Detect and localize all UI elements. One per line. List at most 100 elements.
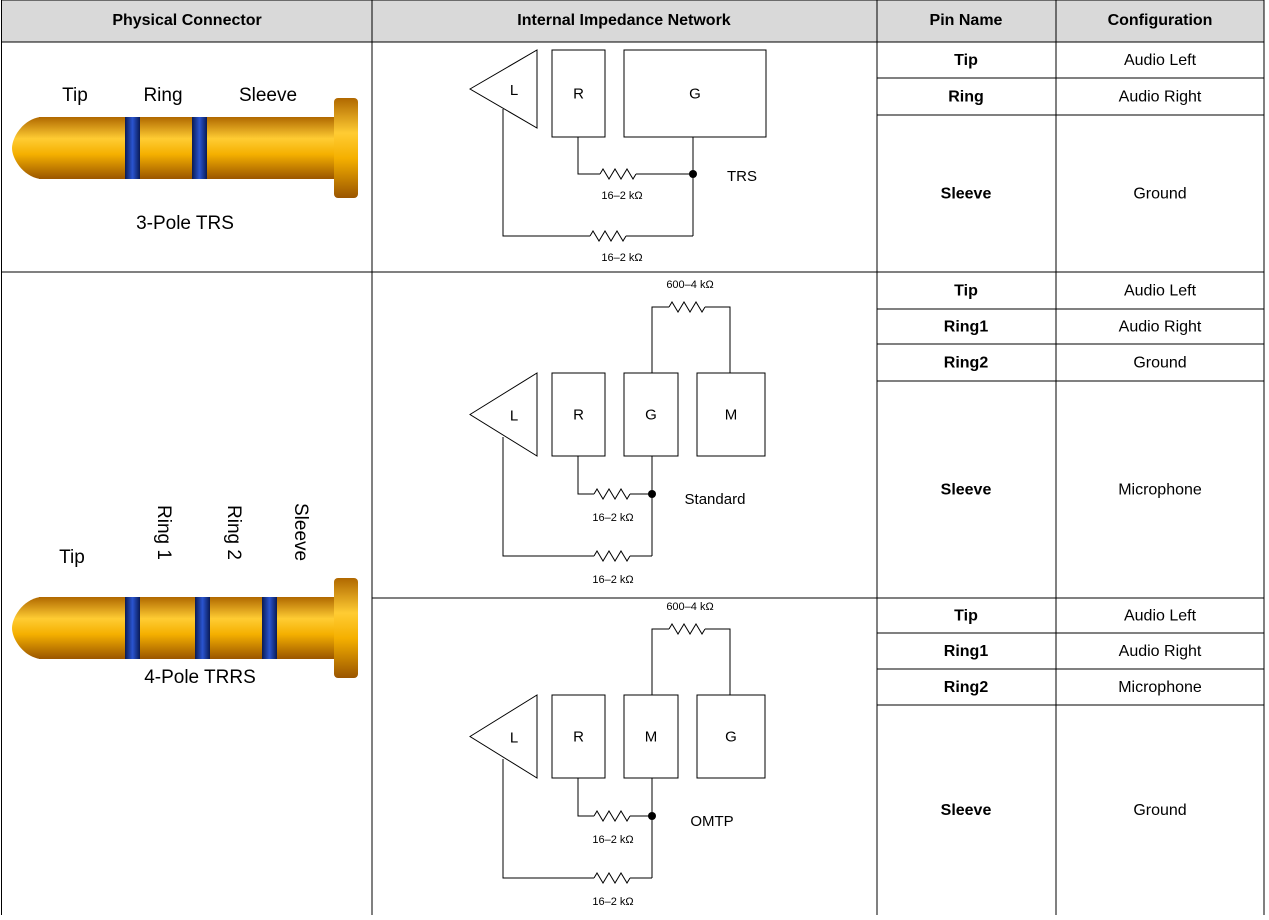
pin-name: Ring — [948, 89, 984, 106]
wire — [502, 109, 590, 237]
network-box — [623, 694, 679, 779]
pin-name: Sleeve — [941, 482, 992, 499]
plug-tip — [12, 597, 40, 659]
pole-label: Ring 2 — [223, 505, 244, 560]
plug-band — [192, 117, 207, 179]
column-header: Physical Connector — [112, 12, 261, 29]
resistor-label: 16–2 kΩ — [592, 896, 633, 908]
resistor — [668, 623, 706, 635]
pin-name: Tip — [954, 283, 978, 300]
pin-name: Ring2 — [944, 679, 989, 696]
pin-configuration: Audio Left — [1124, 52, 1197, 69]
pole-label: Tip — [62, 85, 88, 106]
resistor-label: 16–2 kΩ — [592, 834, 633, 846]
plug-tip — [12, 117, 40, 179]
resistor — [593, 550, 631, 562]
box-label: L — [510, 407, 518, 424]
wire — [502, 759, 594, 879]
box-label: L — [510, 82, 518, 99]
network-label: Standard — [685, 491, 746, 508]
pin-name: Sleeve — [941, 802, 992, 819]
resistor-label: 600–4 kΩ — [666, 601, 713, 613]
column-header: Internal Impedance Network — [517, 12, 730, 29]
amplifier — [469, 694, 538, 779]
pin-name: Ring1 — [944, 643, 989, 660]
pin-name: Ring2 — [944, 355, 989, 372]
wire — [705, 628, 731, 695]
junction — [689, 170, 697, 178]
wire — [577, 778, 594, 817]
box-label: R — [573, 406, 584, 423]
pin-configuration: Audio Right — [1119, 643, 1202, 660]
network-label: TRS — [727, 168, 757, 185]
pin-configuration: Microphone — [1118, 482, 1202, 499]
pole-label: Ring 1 — [153, 505, 174, 560]
plug-shaft — [39, 597, 337, 659]
resistor — [589, 230, 627, 242]
resistor-label: 16–2 kΩ — [592, 574, 633, 586]
resistor-label: 600–4 kΩ — [666, 279, 713, 291]
network-label: OMTP — [690, 813, 733, 830]
pin-configuration: Audio Right — [1119, 89, 1202, 106]
resistor — [593, 488, 631, 500]
plug-band — [125, 117, 140, 179]
pin-configuration: Ground — [1133, 186, 1186, 203]
box-label: G — [645, 406, 657, 423]
pin-configuration: Ground — [1133, 802, 1186, 819]
box-label: R — [573, 85, 584, 102]
column-header: Pin Name — [930, 12, 1003, 29]
column-header: Configuration — [1108, 12, 1213, 29]
pin-configuration: Ground — [1133, 355, 1186, 372]
header-background — [1, 0, 1264, 42]
network-box — [623, 49, 767, 138]
pin-name: Tip — [954, 608, 978, 625]
resistor-label: 16–2 kΩ — [601, 252, 642, 264]
pole-label: Ring — [143, 85, 182, 106]
pin-configuration: Audio Left — [1124, 283, 1197, 300]
network-box — [696, 694, 766, 779]
resistor — [593, 872, 631, 884]
pin-name: Ring1 — [944, 319, 989, 336]
wire — [502, 437, 594, 557]
pole-label: Sleeve — [239, 85, 297, 106]
resistor — [593, 810, 631, 822]
wire — [577, 137, 600, 175]
resistor-label: 16–2 kΩ — [601, 190, 642, 202]
pole-label: Tip — [59, 547, 85, 568]
connector-caption: 4-Pole TRRS — [144, 667, 256, 688]
resistor-label: 16–2 kΩ — [592, 512, 633, 524]
pin-name: Tip — [954, 52, 978, 69]
box-label: G — [689, 85, 701, 102]
box-label: R — [573, 728, 584, 745]
amplifier — [469, 372, 538, 457]
box-label: M — [645, 728, 658, 745]
junction — [648, 812, 656, 820]
pole-label: Sleeve — [290, 503, 311, 561]
junction — [648, 490, 656, 498]
network-box — [696, 372, 766, 457]
plug-flange — [334, 98, 358, 198]
amplifier — [469, 49, 538, 129]
resistor — [668, 301, 706, 313]
box-label: L — [510, 729, 518, 746]
plug-band — [262, 597, 277, 659]
pin-configuration: Audio Right — [1119, 319, 1202, 336]
resistor — [599, 168, 637, 180]
plug-shaft — [39, 117, 337, 179]
box-label: G — [725, 728, 737, 745]
wire — [577, 456, 594, 495]
wire — [651, 628, 669, 695]
plug-band — [195, 597, 210, 659]
connector-caption: 3-Pole TRS — [136, 213, 234, 234]
pin-configuration: Microphone — [1118, 679, 1202, 696]
wire — [651, 306, 669, 373]
pin-configuration: Audio Left — [1124, 608, 1197, 625]
network-box — [623, 372, 679, 457]
plug-flange — [334, 578, 358, 678]
box-label: M — [725, 406, 738, 423]
pin-name: Sleeve — [941, 186, 992, 203]
plug-band — [125, 597, 140, 659]
